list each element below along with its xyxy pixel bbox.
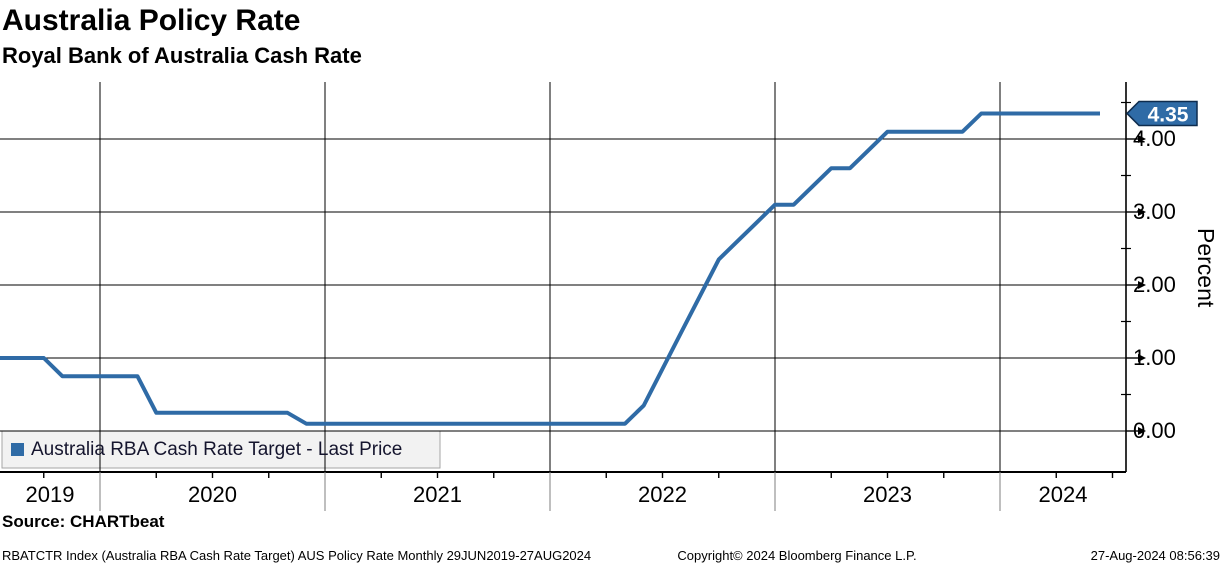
footer-ticker-info: RBATCTR Index (Australia RBA Cash Rate T…: [2, 548, 592, 563]
source-line: Source: CHARTbeat: [2, 512, 165, 531]
x-year-label: 2019: [25, 482, 75, 507]
y-axis-title: Percent: [1193, 228, 1219, 308]
chart-title: Australia Policy Rate: [2, 4, 301, 37]
chart-gridlines: [0, 82, 1126, 472]
x-year-label: 2024: [1038, 482, 1088, 507]
footer-timestamp: 27-Aug-2024 08:56:39: [1090, 548, 1220, 563]
last-price-flag-value: 4.35: [1148, 103, 1189, 126]
chart-subtitle: Royal Bank of Australia Cash Rate: [2, 43, 362, 68]
x-year-label: 2023: [863, 482, 912, 507]
footer-copyright: Copyright© 2024 Bloomberg Finance L.P.: [677, 548, 917, 563]
legend-series-swatch-icon: [11, 443, 24, 456]
y-tick-label: 2.00: [1133, 272, 1176, 297]
x-year-label: 2021: [413, 482, 462, 507]
x-year-label: 2022: [638, 482, 687, 507]
legend: Australia RBA Cash Rate Target - Last Pr…: [2, 431, 440, 468]
y-tick-label: 4.00: [1133, 126, 1176, 151]
cash-rate-line: [0, 111, 1100, 426]
legend-background: [1, 430, 441, 469]
y-tick-label: 3.00: [1133, 199, 1176, 224]
y-tick-label: 1.00: [1133, 345, 1176, 370]
y-tick-label: 0.00: [1133, 418, 1176, 443]
legend-label: Australia RBA Cash Rate Target - Last Pr…: [31, 438, 403, 460]
last-price-flag: [1125, 100, 1198, 127]
chart-axes: [0, 82, 1146, 511]
x-year-label: 2020: [188, 482, 237, 507]
